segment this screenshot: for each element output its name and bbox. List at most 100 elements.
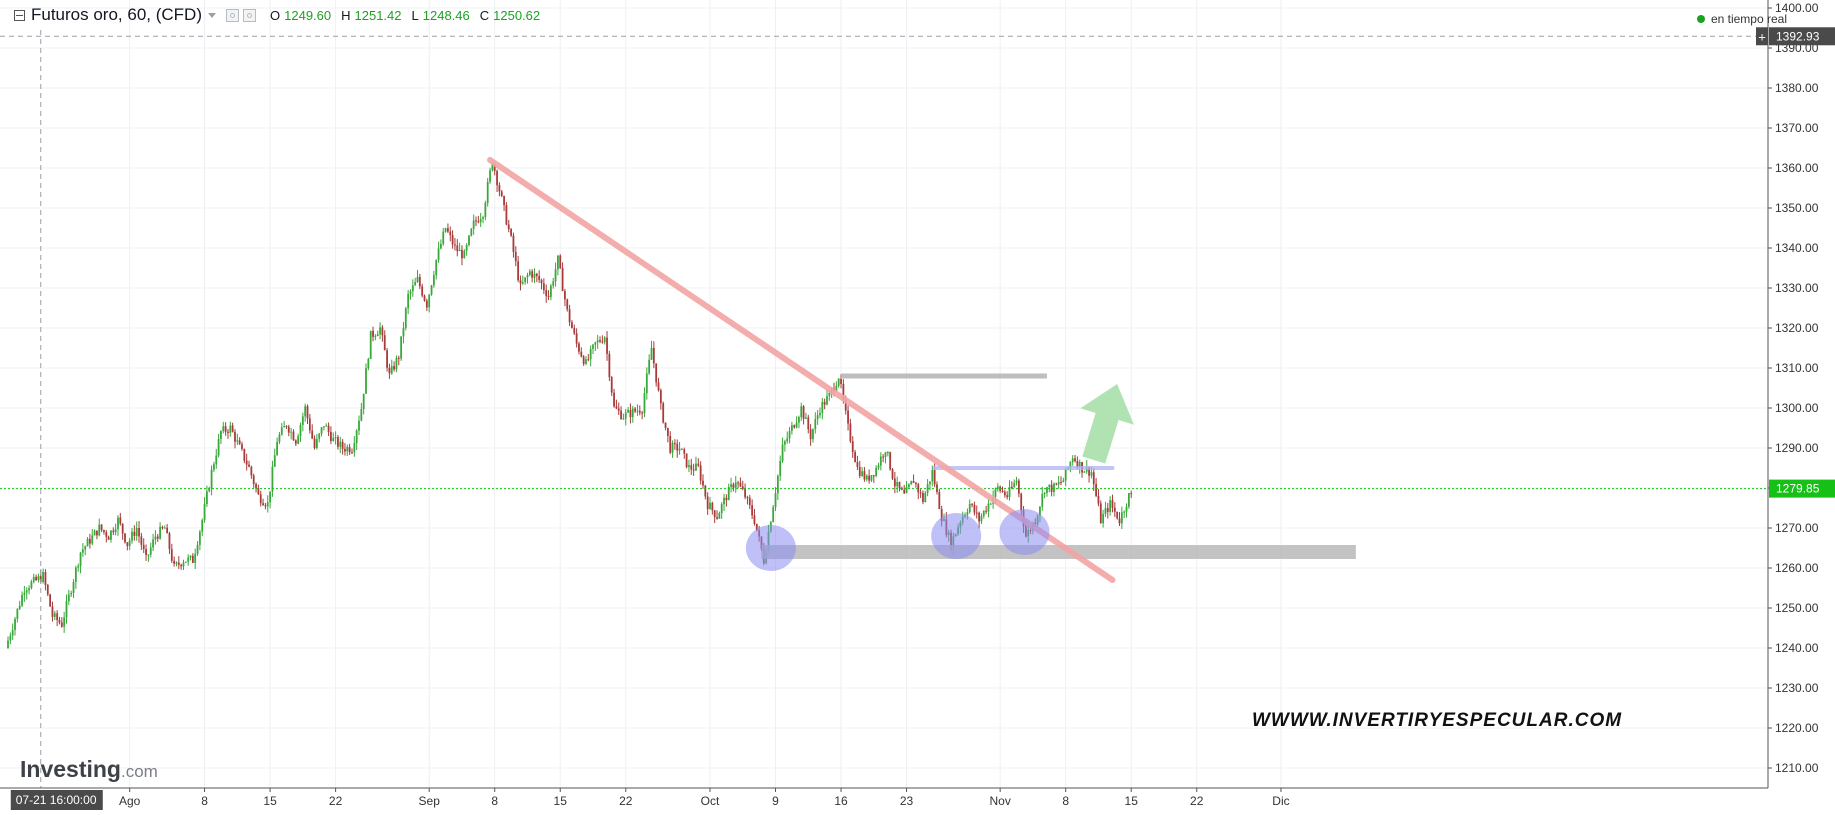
candle-body bbox=[330, 432, 332, 442]
candle-body bbox=[826, 396, 828, 405]
candle-body bbox=[753, 515, 756, 524]
candle-body bbox=[519, 280, 522, 284]
settings-icon[interactable] bbox=[226, 8, 239, 22]
candle-body bbox=[245, 460, 248, 465]
candle-body bbox=[559, 255, 562, 269]
candle-body bbox=[72, 581, 75, 593]
candle-body bbox=[447, 228, 449, 232]
y-tick-label: 1400.00 bbox=[1775, 1, 1819, 15]
candle-body bbox=[1104, 508, 1107, 514]
candle-body bbox=[37, 576, 40, 581]
candle-body bbox=[603, 337, 606, 343]
candle-body bbox=[994, 489, 997, 497]
candle-body bbox=[46, 584, 49, 595]
candle-body bbox=[362, 393, 365, 410]
candle-body bbox=[294, 440, 297, 444]
candle-body bbox=[1048, 484, 1051, 488]
candle-body bbox=[1095, 484, 1097, 496]
candle-body bbox=[683, 449, 686, 454]
candle-body bbox=[971, 503, 973, 505]
candle-body bbox=[449, 231, 452, 235]
candle-body bbox=[11, 629, 14, 636]
crosshair-price-label: 1392.93 bbox=[1776, 29, 1820, 43]
candle-body bbox=[49, 594, 52, 607]
candle-body bbox=[1039, 506, 1041, 516]
candle-body bbox=[348, 447, 351, 453]
candle-body bbox=[615, 406, 618, 409]
candle-body bbox=[610, 377, 613, 393]
candle-body bbox=[978, 512, 980, 522]
candle-body bbox=[177, 562, 180, 565]
support-touch-circle bbox=[745, 525, 796, 571]
candle-body bbox=[341, 441, 344, 449]
candle-body bbox=[669, 435, 672, 453]
candle-body bbox=[250, 466, 253, 476]
candle-body bbox=[697, 463, 700, 466]
candle-body bbox=[875, 467, 878, 476]
candle-body bbox=[912, 481, 915, 483]
candle-body bbox=[905, 487, 908, 494]
candle-body bbox=[194, 553, 197, 563]
candle-body bbox=[666, 427, 669, 436]
candle-body bbox=[1125, 506, 1128, 512]
candle-body bbox=[313, 438, 316, 449]
candle-body bbox=[301, 416, 304, 425]
candle-body bbox=[533, 273, 536, 278]
candle-body bbox=[103, 530, 105, 533]
candle-body bbox=[482, 217, 484, 219]
candle-body bbox=[659, 390, 662, 404]
candle-body bbox=[779, 461, 782, 476]
candle-body bbox=[732, 484, 735, 488]
candle-body bbox=[393, 366, 395, 370]
candle-body bbox=[100, 524, 103, 531]
candle-body bbox=[1020, 493, 1023, 511]
candle-body bbox=[404, 308, 407, 328]
candle-body bbox=[1071, 458, 1074, 463]
candle-body bbox=[418, 277, 421, 287]
candle-body bbox=[711, 502, 714, 511]
downtrend-line bbox=[487, 157, 1116, 583]
candle-body bbox=[360, 409, 363, 421]
candle-body bbox=[842, 383, 845, 400]
collapse-icon[interactable] bbox=[14, 9, 25, 21]
candle-body bbox=[664, 422, 667, 428]
candle-body bbox=[807, 417, 810, 430]
candle-body bbox=[395, 357, 398, 370]
candle-body bbox=[968, 503, 971, 513]
candle-body bbox=[372, 330, 374, 337]
instrument-title[interactable]: Futuros oro, 60, (CFD) bbox=[31, 5, 202, 24]
candle-body bbox=[613, 392, 615, 407]
candle-body bbox=[374, 335, 377, 337]
candle-body bbox=[676, 443, 679, 451]
candle-body bbox=[507, 224, 510, 230]
candle-body bbox=[674, 443, 676, 445]
candle-body bbox=[580, 351, 583, 357]
candle-body bbox=[973, 504, 976, 513]
candle-body bbox=[198, 531, 201, 545]
candle-body bbox=[159, 526, 161, 539]
candle-body bbox=[662, 403, 665, 423]
candle-body bbox=[802, 406, 805, 419]
candle-body bbox=[411, 285, 414, 292]
candle-body bbox=[451, 234, 454, 245]
candle-body bbox=[524, 277, 527, 283]
candle-body bbox=[596, 340, 599, 343]
candle-body bbox=[1043, 492, 1046, 494]
hide-icon[interactable] bbox=[243, 8, 256, 22]
logo-main: Investing bbox=[20, 756, 121, 782]
candle-body bbox=[638, 410, 641, 413]
candle-body bbox=[175, 562, 178, 564]
candle-body bbox=[461, 249, 463, 259]
crosshair-plus-bg bbox=[1756, 27, 1768, 46]
candle-body bbox=[156, 536, 159, 539]
crosshair-price-bg bbox=[1769, 27, 1835, 46]
candle-body bbox=[730, 484, 732, 487]
candle-body bbox=[650, 347, 653, 360]
support-touch-circle bbox=[931, 513, 982, 559]
candle-body bbox=[718, 513, 721, 519]
chevron-down-icon[interactable] bbox=[208, 12, 216, 18]
candle-body bbox=[206, 491, 208, 504]
candle-body bbox=[636, 410, 639, 412]
candle-body bbox=[702, 480, 704, 486]
